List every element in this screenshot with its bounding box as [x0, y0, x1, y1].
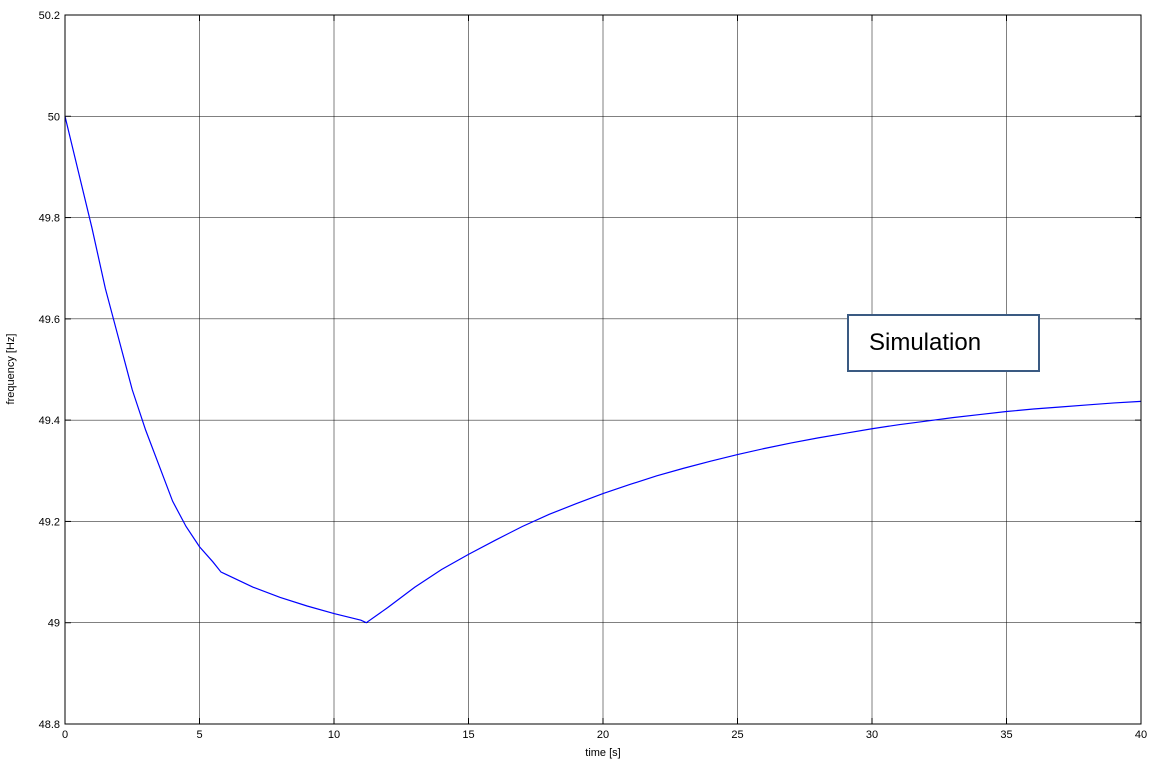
x-tick-label: 20 — [597, 729, 609, 741]
y-tick-label: 49.8 — [39, 213, 60, 225]
x-tick-label: 35 — [1000, 729, 1012, 741]
y-tick-label: 48.8 — [39, 719, 60, 731]
y-tick-label: 50 — [48, 111, 60, 123]
x-tick-label: 15 — [462, 729, 474, 741]
x-tick-label: 5 — [196, 729, 202, 741]
y-axis-label: frequency [Hz] — [5, 334, 17, 405]
x-tick-label: 40 — [1135, 729, 1147, 741]
y-tick-labels: 48.8 49 49.2 49.4 49.6 49.8 50 50.2 — [39, 10, 60, 731]
x-axis-label: time [s] — [585, 747, 620, 759]
y-tick-label: 49.2 — [39, 516, 60, 528]
frequency-series-line — [64, 116, 1142, 624]
x-tick-label: 25 — [731, 729, 743, 741]
y-tick-label: 49 — [48, 618, 60, 630]
y-tick-label: 49.6 — [39, 314, 60, 326]
x-tick-label: 0 — [62, 729, 68, 741]
y-tick-label: 50.2 — [39, 10, 60, 22]
y-tick-label: 49.4 — [39, 415, 60, 427]
x-tick-label: 30 — [866, 729, 878, 741]
simulation-annotation-text: Simulation — [869, 329, 982, 356]
plot-frame — [64, 14, 1142, 725]
x-tick-label: 10 — [328, 729, 340, 741]
simulation-annotation-box: Simulation — [847, 314, 1040, 372]
x-tick-labels: 0 5 10 15 20 25 30 35 40 — [62, 729, 1147, 741]
